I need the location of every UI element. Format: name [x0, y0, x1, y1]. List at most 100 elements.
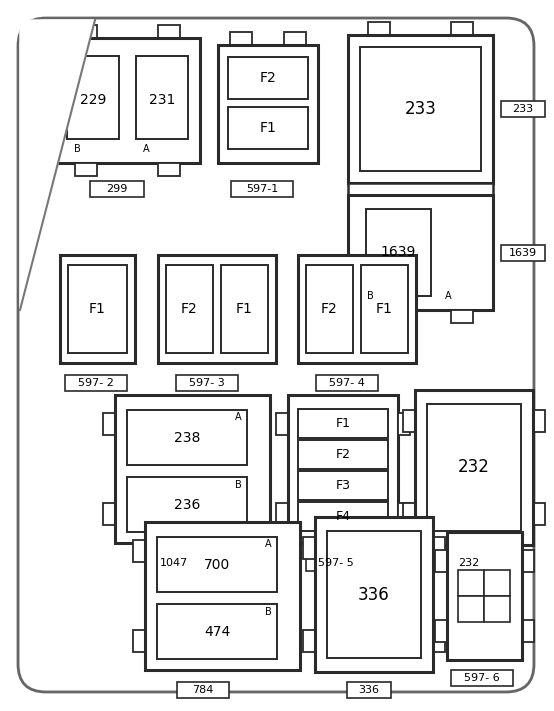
Bar — [65, 375, 127, 391]
Bar — [360, 47, 481, 171]
Bar — [133, 540, 145, 562]
Bar — [284, 32, 306, 45]
Bar — [145, 522, 300, 670]
Bar — [133, 630, 145, 652]
Bar — [348, 183, 493, 195]
Bar — [316, 375, 378, 391]
Text: 597- 6: 597- 6 — [464, 673, 500, 683]
Bar — [463, 183, 483, 196]
Bar — [55, 38, 200, 163]
Bar — [298, 502, 388, 531]
Bar — [315, 517, 433, 672]
Text: F1: F1 — [376, 302, 392, 316]
Text: B: B — [367, 291, 373, 301]
Text: 233: 233 — [404, 100, 437, 118]
Bar — [366, 209, 431, 296]
Bar — [447, 555, 491, 571]
Bar — [136, 56, 188, 139]
Bar — [501, 245, 545, 260]
Bar — [166, 265, 213, 353]
Bar — [176, 375, 238, 391]
Text: F3: F3 — [336, 479, 351, 492]
Bar — [157, 537, 277, 592]
Bar — [228, 57, 308, 99]
Bar — [533, 410, 545, 432]
Bar — [127, 477, 247, 532]
Bar — [522, 550, 534, 572]
Text: A: A — [143, 144, 150, 154]
Text: 700: 700 — [204, 558, 230, 572]
Bar — [398, 413, 410, 435]
Text: 232: 232 — [458, 558, 480, 568]
Text: F2: F2 — [336, 448, 351, 461]
Bar — [67, 56, 119, 139]
Bar — [451, 22, 473, 35]
Bar — [447, 532, 522, 660]
Text: 299: 299 — [106, 184, 127, 194]
Bar — [75, 163, 97, 176]
Text: 597-1: 597-1 — [246, 184, 278, 194]
Bar — [458, 570, 484, 596]
Bar — [218, 45, 318, 163]
Text: 1639: 1639 — [509, 247, 537, 257]
Text: F1: F1 — [260, 121, 276, 135]
Text: 597- 2: 597- 2 — [78, 378, 114, 388]
Bar — [103, 503, 115, 525]
Text: 597- 4: 597- 4 — [329, 378, 365, 388]
Bar — [435, 620, 447, 642]
Bar — [361, 265, 408, 353]
Bar — [403, 503, 415, 525]
Bar — [458, 596, 484, 622]
Bar — [451, 310, 473, 323]
Bar — [306, 265, 353, 353]
Bar — [358, 183, 378, 196]
Bar — [68, 265, 127, 353]
Bar — [298, 255, 416, 363]
Polygon shape — [20, 20, 95, 310]
Bar — [127, 410, 247, 465]
Bar — [403, 410, 415, 432]
Text: 238: 238 — [174, 431, 200, 445]
Bar — [90, 181, 144, 197]
Text: F1: F1 — [235, 302, 253, 316]
Text: B: B — [265, 607, 271, 617]
Bar — [306, 555, 366, 571]
Bar — [433, 537, 445, 559]
Bar — [230, 32, 252, 45]
Bar — [533, 503, 545, 525]
Text: 597- 3: 597- 3 — [189, 378, 225, 388]
Text: 474: 474 — [204, 625, 230, 639]
Text: A: A — [445, 291, 452, 301]
Bar — [347, 682, 391, 698]
Bar — [157, 604, 277, 659]
Bar — [398, 503, 410, 525]
Bar — [276, 503, 288, 525]
Bar — [145, 555, 203, 571]
Bar — [501, 101, 545, 117]
Text: A: A — [235, 412, 242, 422]
Bar — [231, 181, 293, 197]
Text: B: B — [235, 480, 242, 490]
Text: F2: F2 — [260, 71, 276, 85]
Bar — [177, 682, 229, 698]
Bar — [158, 163, 180, 176]
Text: 232: 232 — [458, 459, 490, 476]
Bar — [103, 413, 115, 435]
Text: F1: F1 — [89, 302, 106, 316]
Text: 1639: 1639 — [380, 245, 416, 260]
Bar — [368, 22, 390, 35]
Text: 233: 233 — [512, 104, 534, 114]
Text: F4: F4 — [336, 510, 351, 523]
Text: 597- 5: 597- 5 — [318, 558, 354, 568]
Text: 784: 784 — [192, 685, 214, 695]
Bar — [451, 670, 513, 686]
Bar — [368, 310, 390, 323]
Bar — [327, 531, 421, 658]
Text: F2: F2 — [181, 302, 197, 316]
Bar — [348, 195, 493, 310]
Text: F1: F1 — [336, 417, 351, 430]
Text: 336: 336 — [358, 685, 379, 695]
Text: 229: 229 — [80, 93, 106, 107]
Bar — [433, 630, 445, 652]
Bar — [298, 471, 388, 500]
